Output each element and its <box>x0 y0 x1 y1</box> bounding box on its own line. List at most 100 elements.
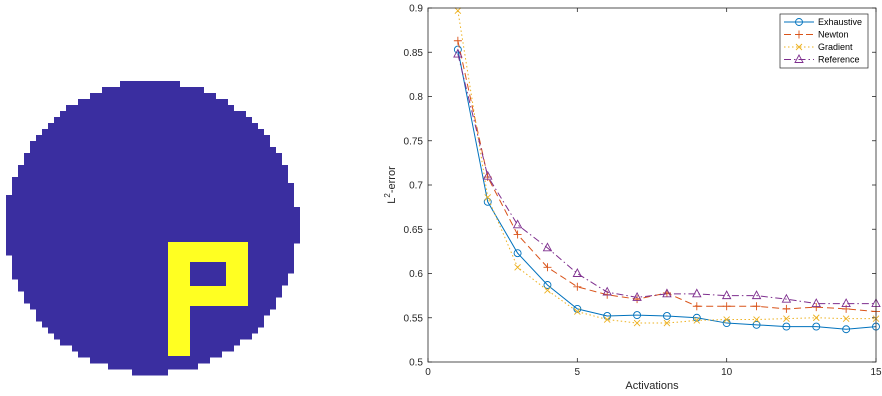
y-tick-label: 0.5 <box>409 358 423 369</box>
disc-row <box>42 129 264 136</box>
legend-label-reference: Reference <box>818 55 860 65</box>
data-point-gradient <box>514 263 521 271</box>
disc-row <box>48 327 258 334</box>
disc-row <box>60 111 246 118</box>
data-point-gradient <box>574 308 581 315</box>
letter-image <box>168 242 248 356</box>
disc-row <box>54 333 252 340</box>
legend: Exhaustive Newton Gradient Reference <box>779 13 869 69</box>
disc-row <box>30 141 270 148</box>
data-point-reference <box>542 242 553 252</box>
legend-marker-newton <box>795 30 803 39</box>
legend-label-gradient: Gradient <box>818 42 853 52</box>
data-point-exhaustive <box>483 197 492 206</box>
data-point-reference <box>811 298 822 308</box>
disc-row <box>12 273 288 280</box>
data-point-exhaustive <box>633 311 642 320</box>
disc-row <box>66 105 234 112</box>
data-point-newton <box>692 302 701 311</box>
legend-marker-exhaustive <box>795 18 803 26</box>
disc-row <box>108 363 198 370</box>
disc-row <box>90 93 216 100</box>
y-tick-label: 0.85 <box>404 48 424 59</box>
data-point-gradient <box>633 319 641 327</box>
disc-row <box>6 195 294 202</box>
data-point-gradient <box>454 7 462 14</box>
disc-row <box>42 321 264 328</box>
disc-row <box>18 279 288 286</box>
data-point-newton <box>782 304 791 313</box>
disc-image <box>6 81 300 376</box>
disc-row <box>12 177 288 184</box>
data-point-gradient <box>753 316 760 323</box>
disc-row <box>6 237 300 244</box>
data-point-reference <box>453 48 463 58</box>
data-point-exhaustive <box>573 304 582 313</box>
data-point-reference <box>632 291 642 301</box>
data-point-reference <box>512 219 523 229</box>
y-tick-label: 0.65 <box>404 225 424 236</box>
data-point-newton <box>812 303 821 312</box>
data-point-gradient <box>484 194 492 201</box>
disc-row <box>6 201 294 208</box>
data-point-reference <box>751 290 762 300</box>
x-tick-label: 5 <box>575 367 581 378</box>
disc-row <box>36 135 270 142</box>
disc-row <box>60 339 240 346</box>
data-point-newton <box>573 282 582 291</box>
data-point-newton <box>513 230 522 239</box>
x-tick-label: 10 <box>721 367 733 378</box>
data-point-gradient <box>812 314 820 322</box>
series-reference <box>453 48 881 308</box>
legend-label-newton: Newton <box>818 30 849 40</box>
disc-row <box>12 189 294 196</box>
x-tick-label: 0 <box>425 367 431 378</box>
disc-row <box>24 297 276 304</box>
data-point-newton <box>633 295 642 304</box>
y-tick-label: 0.55 <box>404 313 424 324</box>
data-point-exhaustive <box>513 249 522 258</box>
data-point-exhaustive <box>812 322 821 331</box>
data-point-gradient <box>842 315 850 322</box>
data-point-gradient <box>663 319 671 327</box>
data-point-exhaustive <box>752 320 761 329</box>
disc-row <box>120 81 180 88</box>
series-exhaustive <box>453 45 880 334</box>
disc-row <box>18 165 288 172</box>
disc-row <box>30 147 276 154</box>
disc-row <box>6 231 300 238</box>
data-point-reference <box>572 268 583 277</box>
series-line-reference <box>457 53 876 305</box>
disc-row <box>6 243 294 250</box>
data-point-newton <box>453 36 462 45</box>
data-point-exhaustive <box>842 325 851 334</box>
data-point-newton <box>752 302 761 311</box>
data-point-reference <box>692 288 702 298</box>
legend-marker-gradient <box>795 43 803 51</box>
line-chart: 0.5 0.55 0.6 0.65 0.7 0.75 0.8 0.85 0.9 0 5 10 15 A… <box>383 4 882 393</box>
data-point-exhaustive <box>453 45 462 54</box>
disc-row <box>78 99 228 106</box>
letter-stroke <box>168 286 248 306</box>
disc-row <box>78 351 222 358</box>
disc-row <box>72 345 234 352</box>
data-point-gradient <box>783 315 790 322</box>
y-tick-label: 0.8 <box>409 92 423 103</box>
disc-row <box>90 357 210 364</box>
x-axis-label: Activations <box>625 380 679 392</box>
legend-marker-reference <box>794 54 804 63</box>
data-point-exhaustive <box>543 281 552 289</box>
disc-row <box>12 261 294 268</box>
y-axis-label: L2-error <box>383 166 398 204</box>
disc-row <box>6 249 294 256</box>
disc-row <box>36 309 270 316</box>
disc-row <box>12 267 294 274</box>
data-point-exhaustive <box>662 312 671 320</box>
data-point-reference <box>721 290 732 300</box>
data-point-gradient <box>603 316 611 323</box>
disc-row <box>6 213 300 220</box>
disc-row <box>18 171 288 178</box>
y-tick-label: 0.75 <box>404 136 424 147</box>
y-axis-label-superscript: 2 <box>383 193 392 198</box>
